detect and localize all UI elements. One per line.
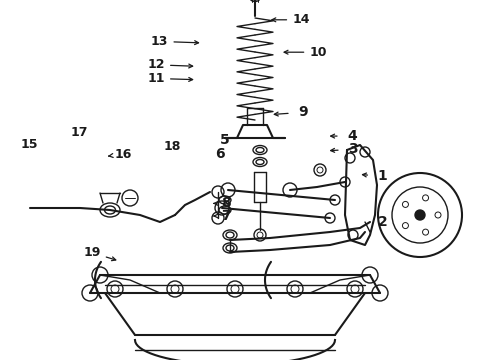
Text: 5: 5 — [220, 133, 229, 147]
Circle shape — [415, 210, 425, 220]
Circle shape — [378, 173, 462, 257]
Text: 12: 12 — [147, 58, 165, 71]
Text: 17: 17 — [71, 126, 88, 139]
Text: 18: 18 — [164, 140, 181, 153]
Text: 4: 4 — [347, 129, 357, 143]
Text: 15: 15 — [21, 138, 38, 150]
Text: 19: 19 — [83, 246, 101, 259]
Text: 7: 7 — [221, 209, 231, 223]
Text: 2: 2 — [378, 216, 388, 229]
Text: 16: 16 — [115, 148, 132, 161]
Circle shape — [422, 195, 429, 201]
Circle shape — [402, 222, 409, 229]
Text: 11: 11 — [147, 72, 165, 85]
Text: 14: 14 — [293, 13, 310, 26]
Text: 13: 13 — [150, 35, 168, 48]
Text: 6: 6 — [215, 147, 224, 161]
Circle shape — [402, 201, 409, 207]
Text: 1: 1 — [377, 170, 387, 183]
Text: 10: 10 — [310, 46, 327, 59]
Circle shape — [435, 212, 441, 218]
Circle shape — [392, 187, 448, 243]
Text: 8: 8 — [221, 197, 231, 210]
Text: 3: 3 — [348, 143, 358, 156]
Circle shape — [422, 229, 429, 235]
Text: 9: 9 — [298, 105, 308, 119]
